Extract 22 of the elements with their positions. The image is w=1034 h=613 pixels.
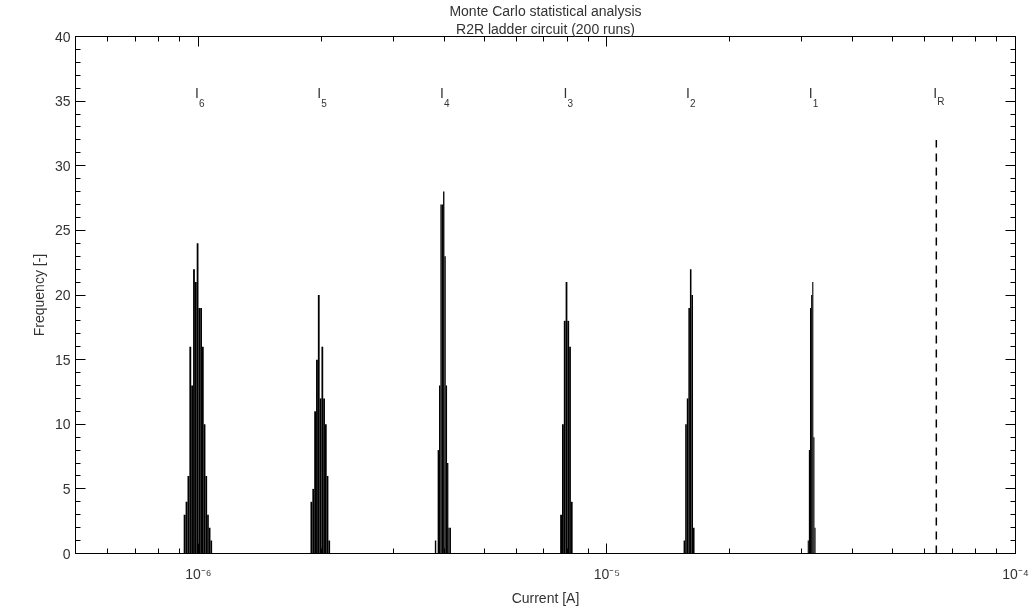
- chart-subtitle: R2R ladder circuit (200 runs): [456, 20, 635, 37]
- x-tick-label: 10⁻⁴: [1002, 565, 1029, 582]
- y-tick-label: 15: [54, 351, 71, 368]
- y-tick-label: 20: [54, 287, 71, 303]
- annotation: I5: [317, 85, 328, 110]
- annotation: I6: [194, 85, 205, 110]
- annotation: I2: [686, 85, 697, 110]
- y-tick-label: 10: [54, 416, 71, 433]
- annotation: I1: [808, 85, 819, 110]
- y-tick-label: 25: [54, 222, 71, 239]
- y-axis-title: Frequency [-]: [30, 253, 47, 337]
- y-tick-label: 35: [54, 93, 71, 110]
- y-tick-label: 5: [62, 480, 71, 497]
- annotation: I3: [563, 85, 574, 110]
- annotation: I4: [439, 85, 450, 110]
- x-tick-label: 10⁻⁶: [185, 565, 212, 582]
- chart-title: Monte Carlo statistical analysis: [449, 2, 642, 19]
- y-tick-label: 0: [62, 545, 71, 562]
- y-tick-label: 30: [54, 157, 71, 174]
- x-axis-title: Current [A]: [511, 589, 580, 606]
- x-tick-label: 10⁻⁵: [593, 565, 621, 582]
- y-tick-label: 40: [54, 28, 71, 45]
